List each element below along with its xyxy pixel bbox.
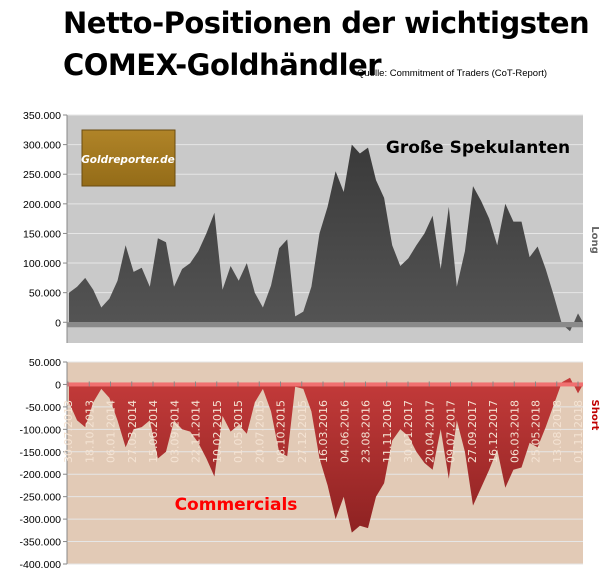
- x-tick-label: 18.10.2013: [83, 400, 96, 463]
- series-label-commercials: Commercials: [175, 495, 298, 515]
- x-tick-label: 06.01.2014: [105, 400, 118, 463]
- y-tick-label: -300.000: [20, 514, 62, 526]
- x-tick-label: 25.05.2018: [530, 400, 543, 463]
- x-tick-label: 09.07.2017: [445, 400, 458, 463]
- y-tick-label: -350.000: [20, 537, 62, 549]
- x-tick-label: 16.12.2017: [487, 400, 500, 463]
- series-label-speculators: Große Spekulanten: [386, 138, 570, 158]
- short-label: Short: [589, 400, 600, 431]
- x-tick-label: 20.04.2017: [423, 400, 436, 463]
- x-tick-label: 16.03.2016: [317, 400, 330, 463]
- y-tick-label: 0: [55, 379, 61, 391]
- x-tick-label: 27.09.2017: [466, 400, 479, 463]
- y-tick-label: -100.000: [20, 424, 62, 436]
- y-tick-label: -250.000: [20, 492, 62, 504]
- y-tick-label: -200.000: [20, 469, 62, 481]
- zero-band: [67, 382, 583, 387]
- long-label: Long: [589, 226, 600, 254]
- x-tick-label: 27.03.2014: [126, 400, 139, 463]
- x-tick-label: 27.12.2015: [296, 400, 309, 463]
- x-tick-label: 06.03.2018: [508, 400, 521, 463]
- x-tick-label: 15.06.2014: [147, 400, 160, 463]
- y-tick-label: 50.000: [29, 288, 61, 300]
- zero-band: [67, 322, 583, 328]
- x-tick-label: 01.11.2018: [572, 400, 585, 463]
- commercials-area: [69, 377, 583, 533]
- logo: Goldreporter.de: [81, 129, 176, 187]
- y-tick-label: 350.000: [23, 110, 61, 122]
- y-tick-label: -400.000: [20, 559, 62, 571]
- source-note: Quelle: Commitment of Traders (CoT-Repor…: [357, 68, 548, 79]
- y-tick-label: 250.000: [23, 169, 61, 181]
- y-tick-label: 100.000: [23, 258, 61, 270]
- y-tick-label: 200.000: [23, 199, 61, 211]
- x-tick-label: 20.07.2015: [253, 400, 266, 463]
- speculators-area: [69, 144, 583, 332]
- commercials-chart: 50.000 0 -50.000 -100.000 -150.000 -200.000 -2…: [20, 357, 585, 571]
- x-tick-label: 13.08.2018: [551, 400, 564, 463]
- x-tick-label: 11.11.2016: [381, 400, 394, 463]
- x-tick-label: 22.11.2014: [190, 400, 203, 463]
- x-tick-label: 30.07.2013: [62, 400, 75, 463]
- x-tick-label: 23.08.2016: [360, 400, 373, 463]
- y-tick-label: 0: [55, 317, 61, 329]
- x-tick-label: 03.09.2014: [168, 400, 181, 463]
- x-tick-label: 30.01.2017: [402, 400, 415, 463]
- y-tick-label: 50.000: [29, 357, 61, 369]
- y-tick-label: 300.000: [23, 140, 61, 152]
- y-tick-label: 150.000: [23, 228, 61, 240]
- y-tick-label: -50.000: [25, 402, 61, 414]
- x-tick-label: 01.05.2015: [232, 400, 245, 463]
- x-tick-label: 04.06.2016: [338, 400, 351, 463]
- y-tick-label: -150.000: [20, 447, 62, 459]
- x-tick-label: 10.02.2015: [211, 400, 224, 463]
- x-tick-label: 08.10.2015: [275, 400, 288, 463]
- svg-text:Goldreporter.de: Goldreporter.de: [81, 154, 175, 166]
- title-line-1: Netto-Positionen der wichtigsten: [63, 6, 590, 40]
- title-line-2: COMEX-Goldhändler: [63, 48, 382, 82]
